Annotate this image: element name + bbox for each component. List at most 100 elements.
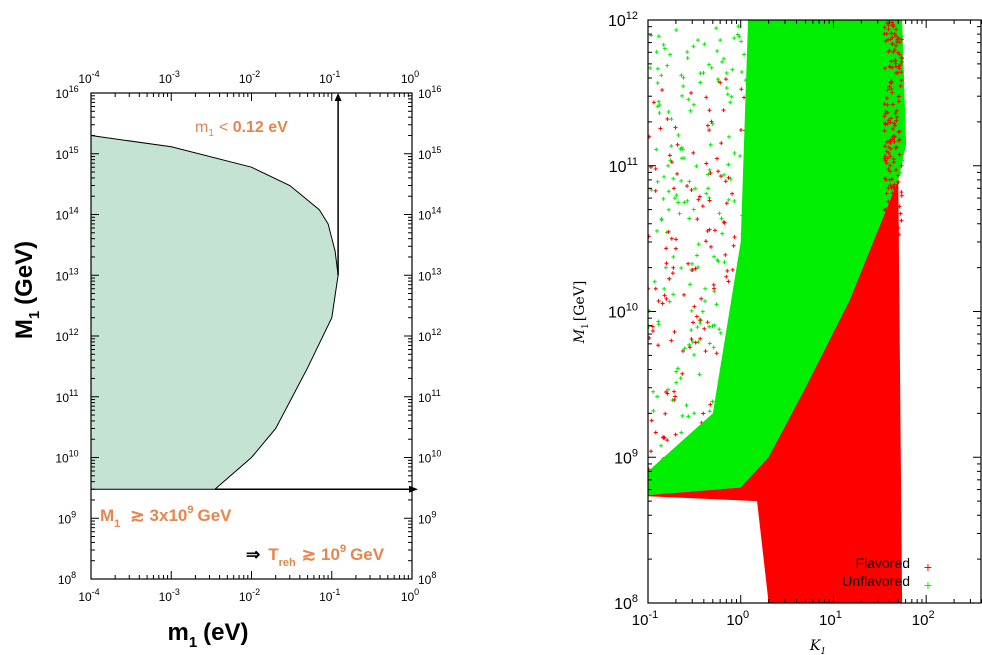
unflavored-point [680, 93, 685, 98]
flavored-point [801, 471, 806, 476]
unflavored-point [714, 302, 719, 307]
flavored-point [894, 518, 899, 523]
flavored-point [898, 63, 903, 68]
flavored-point [821, 597, 826, 602]
unflavored-point [674, 28, 679, 33]
flavored-point [848, 492, 853, 497]
unflavored-point [691, 44, 696, 49]
flavored-point [846, 486, 851, 491]
right-y-tick-label: 109 [614, 447, 638, 467]
flavored-point [703, 239, 708, 244]
unflavored-point [726, 162, 731, 167]
flavored-point [817, 597, 822, 602]
flavored-point [892, 139, 897, 144]
flavored-point [839, 505, 844, 510]
flavored-point [850, 496, 855, 501]
flavored-point [790, 530, 795, 535]
flavored-point [800, 575, 805, 580]
flavored-point [893, 199, 898, 204]
flavored-point [776, 491, 781, 496]
flavored-point [879, 511, 884, 516]
left-y-tick-label-right: 1015 [418, 145, 441, 162]
flavored-point [885, 570, 890, 575]
flavored-point [896, 130, 901, 135]
flavored-point [839, 550, 844, 555]
unflavored-point [712, 254, 717, 259]
flavored-point [669, 236, 674, 241]
left-y-tick-label-right: 1016 [418, 84, 441, 101]
unflavored-point [719, 216, 724, 221]
flavored-point [890, 569, 895, 574]
flavored-point [894, 64, 899, 69]
unflavored-point [703, 299, 708, 304]
flavored-point [770, 473, 775, 478]
flavored-point [861, 495, 866, 500]
flavored-point [884, 513, 889, 518]
flavored-point [892, 213, 897, 218]
left-y-tick-label-right: 1014 [418, 206, 441, 223]
flavored-point [846, 572, 851, 577]
flavored-point [693, 340, 698, 345]
flavored-point [896, 179, 901, 184]
flavored-point [880, 517, 885, 522]
flavored-point [895, 535, 900, 540]
annotation-m1-bound: m1 < 0.12 eV [195, 119, 288, 139]
flavored-point [855, 506, 860, 511]
flavored-point [807, 487, 812, 492]
flavored-point [670, 271, 675, 276]
flavored-point [829, 502, 834, 507]
flavored-point [723, 252, 728, 257]
flavored-point [685, 183, 690, 188]
flavored-point [889, 177, 894, 182]
flavored-point [813, 472, 818, 477]
flavored-point [811, 546, 816, 551]
flavored-point [847, 588, 852, 593]
flavored-point [794, 471, 799, 476]
flavored-point [775, 512, 780, 517]
flavored-point [815, 559, 820, 564]
left-y-tick-label-right: 109 [418, 509, 436, 526]
flavored-point [881, 591, 886, 596]
flavored-point [886, 199, 891, 204]
left-y-tick-label: 1014 [55, 206, 78, 223]
flavored-point [890, 191, 895, 196]
flavored-point [807, 571, 812, 576]
unflavored-point [684, 403, 689, 408]
flavored-point [782, 509, 787, 514]
flavored-point [777, 476, 782, 481]
left-y-tick-label-right: 1013 [418, 266, 441, 283]
flavored-point [673, 432, 678, 437]
flavored-point [813, 493, 818, 498]
flavored-point [874, 478, 879, 483]
flavored-point [775, 548, 780, 553]
flavored-point [831, 550, 836, 555]
legend-label-flavored: Flavored [856, 555, 910, 571]
flavored-point [831, 559, 836, 564]
unflavored-point [648, 308, 652, 313]
flavored-point [832, 492, 837, 497]
flavored-point [664, 296, 669, 301]
flavored-point [818, 539, 823, 544]
flavored-point [863, 530, 868, 535]
flavored-point [691, 150, 696, 155]
flavored-point [770, 483, 775, 488]
flavored-point [888, 542, 893, 547]
flavored-point [788, 490, 793, 495]
flavored-point [894, 506, 899, 511]
flavored-point [782, 557, 787, 562]
flavored-point [770, 544, 775, 549]
left-x-tick-label-top: 10-4 [78, 69, 99, 86]
flavored-point [886, 37, 891, 42]
flavored-point [656, 343, 661, 348]
flavored-point [739, 87, 744, 92]
flavored-point [894, 34, 899, 39]
unflavored-point [718, 331, 723, 336]
flavored-point [829, 485, 834, 490]
unflavored-point [652, 279, 657, 284]
flavored-point [888, 163, 893, 168]
flavored-point [836, 559, 841, 564]
flavored-point [704, 161, 709, 166]
flavored-point [666, 229, 671, 234]
flavored-point [828, 581, 833, 586]
unflavored-point [671, 254, 676, 259]
